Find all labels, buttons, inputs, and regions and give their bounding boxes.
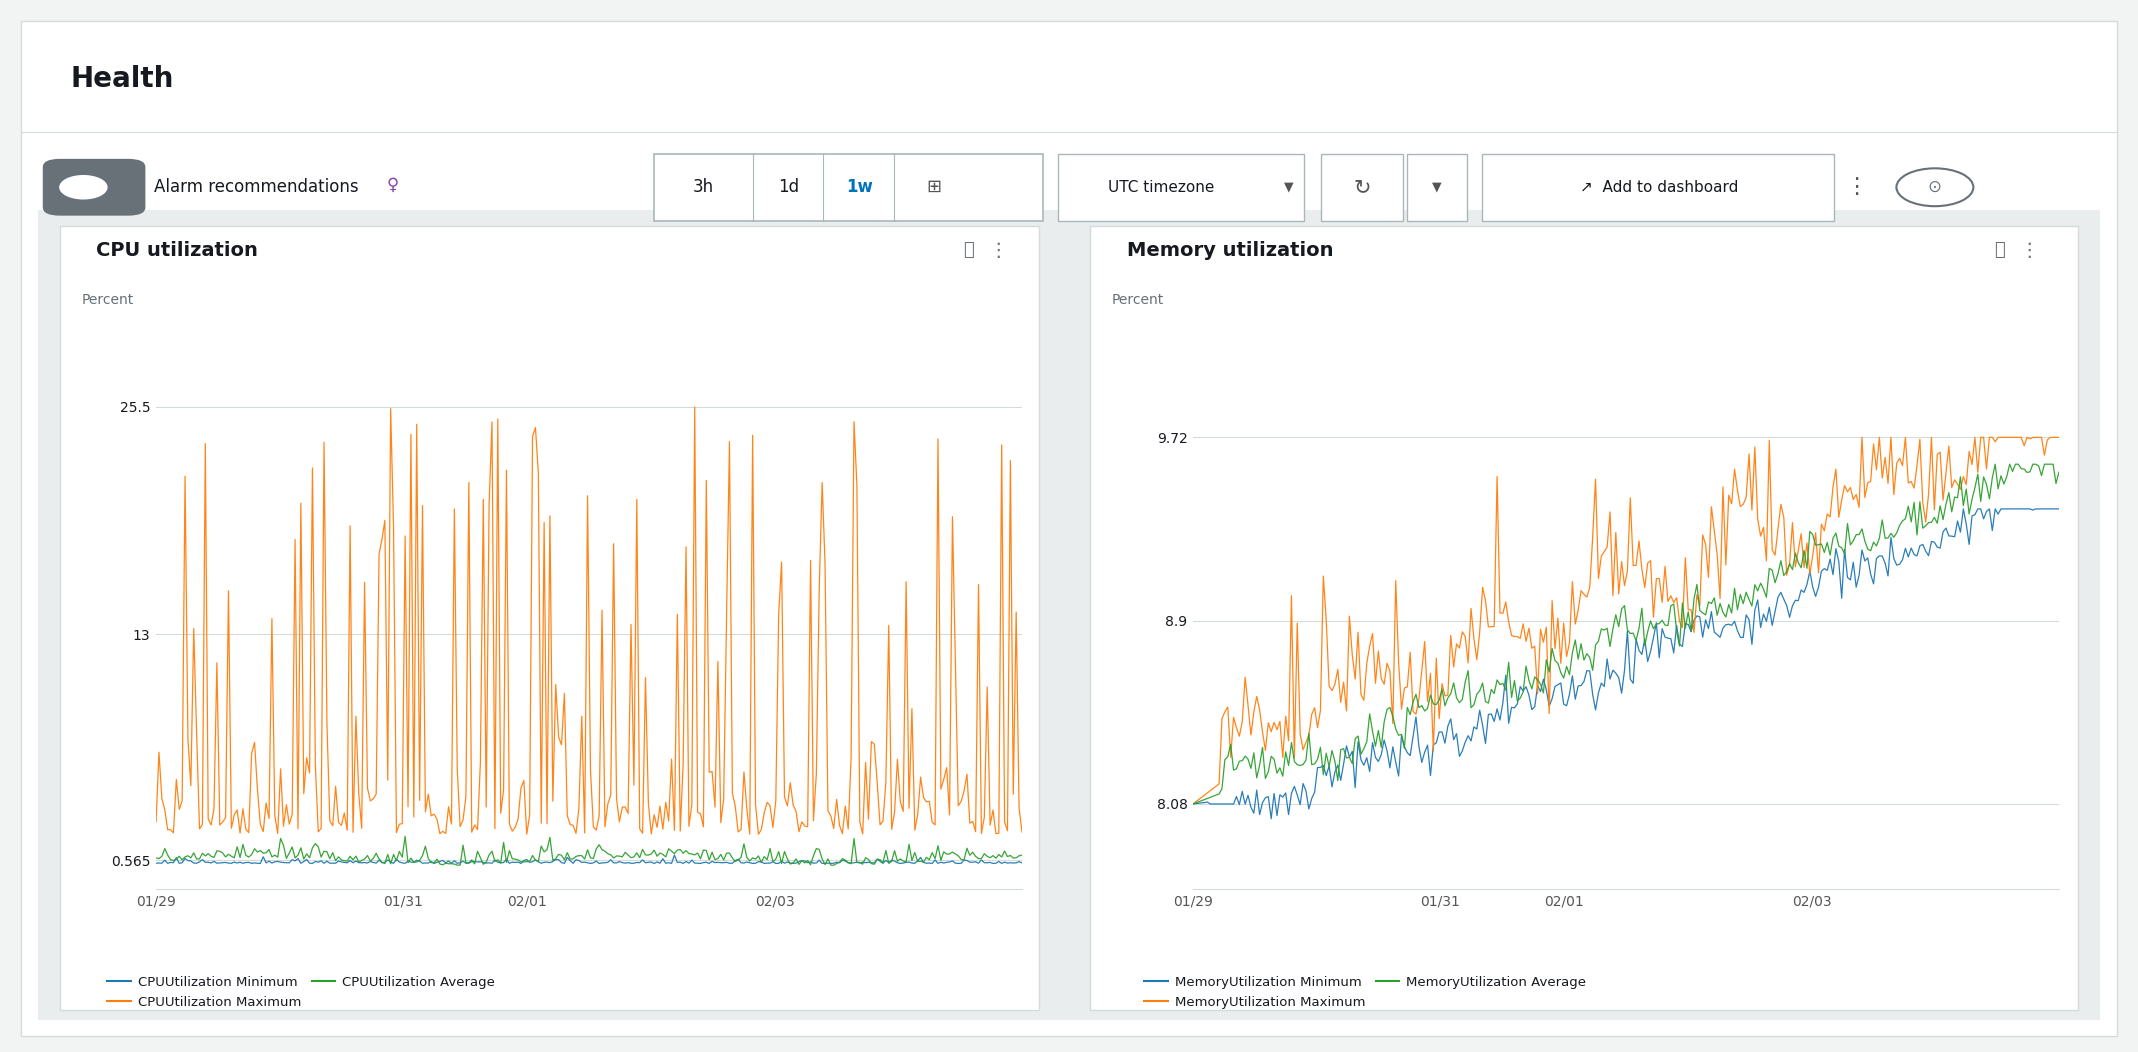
FancyBboxPatch shape — [43, 159, 145, 216]
FancyBboxPatch shape — [1058, 154, 1304, 221]
Text: UTC timezone: UTC timezone — [1107, 180, 1214, 195]
Text: Health: Health — [71, 65, 173, 93]
Text: ↻: ↻ — [1353, 177, 1370, 198]
Text: 1w: 1w — [847, 178, 872, 197]
Text: ⊞: ⊞ — [926, 178, 943, 197]
Text: ▼: ▼ — [1285, 181, 1293, 194]
FancyBboxPatch shape — [654, 154, 1043, 221]
Text: ↗  Add to dashboard: ↗ Add to dashboard — [1580, 180, 1738, 195]
FancyBboxPatch shape — [21, 21, 2117, 1036]
Text: ⊙: ⊙ — [1928, 178, 1941, 197]
Text: ⋮: ⋮ — [988, 241, 1009, 260]
Text: Memory utilization: Memory utilization — [1127, 241, 1334, 260]
Text: ⓘ: ⓘ — [962, 241, 975, 260]
Legend: MemoryUtilization Minimum, MemoryUtilization Maximum, MemoryUtilization Average: MemoryUtilization Minimum, MemoryUtiliza… — [1140, 971, 1591, 1014]
FancyBboxPatch shape — [1090, 226, 2078, 1010]
Text: Percent: Percent — [1112, 292, 1163, 307]
Text: Alarm recommendations: Alarm recommendations — [154, 178, 359, 197]
FancyBboxPatch shape — [1407, 154, 1467, 221]
Text: ⋮: ⋮ — [1845, 177, 1866, 198]
Text: ▼: ▼ — [1432, 181, 1441, 194]
Text: 1d: 1d — [778, 178, 800, 197]
Text: Percent: Percent — [81, 292, 133, 307]
Legend: CPUUtilization Minimum, CPUUtilization Maximum, CPUUtilization Average: CPUUtilization Minimum, CPUUtilization M… — [103, 971, 500, 1014]
FancyBboxPatch shape — [38, 210, 2100, 1020]
Text: 3h: 3h — [693, 178, 714, 197]
Text: ♀: ♀ — [387, 176, 400, 195]
Text: CPU utilization: CPU utilization — [96, 241, 259, 260]
FancyBboxPatch shape — [60, 226, 1039, 1010]
Text: ⋮: ⋮ — [2018, 241, 2040, 260]
FancyBboxPatch shape — [1482, 154, 1834, 221]
FancyBboxPatch shape — [1321, 154, 1403, 221]
Circle shape — [60, 176, 107, 199]
Text: ⓘ: ⓘ — [1993, 241, 2005, 260]
